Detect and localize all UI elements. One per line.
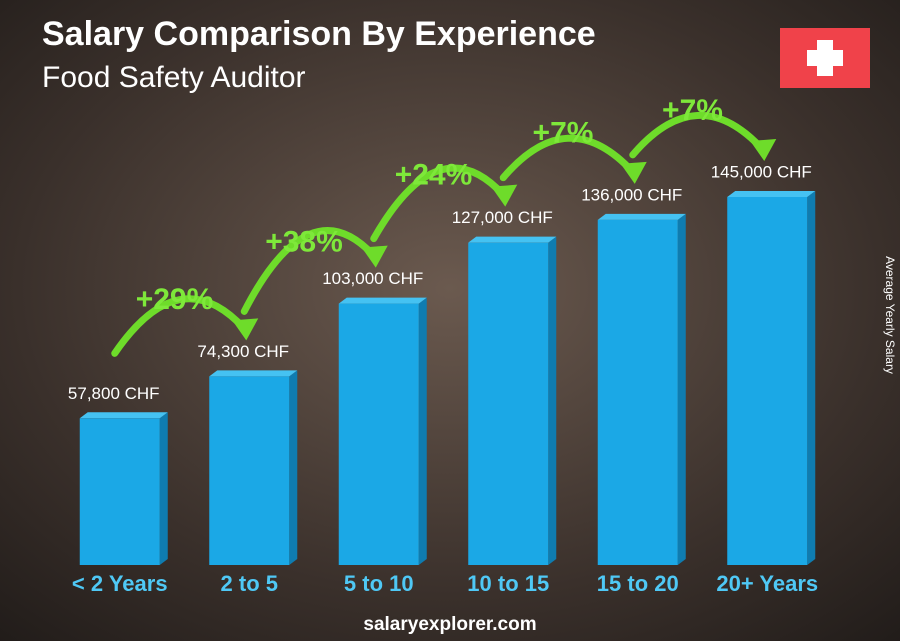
footer: salaryexplorer.com bbox=[363, 614, 536, 635]
bar-side bbox=[548, 236, 557, 566]
growth-arrow-head bbox=[361, 245, 388, 268]
x-tick-label: 2 to 5 bbox=[221, 571, 278, 596]
x-tick-label: 10 to 15 bbox=[467, 571, 549, 596]
bar-top bbox=[727, 191, 816, 197]
bar-side bbox=[289, 370, 298, 565]
value-label: 57,800 CHF bbox=[68, 384, 160, 403]
bar-side bbox=[677, 213, 686, 566]
bar-top bbox=[597, 213, 686, 220]
x-tick-label: < 2 Years bbox=[72, 571, 168, 596]
growth-arrow bbox=[629, 111, 766, 159]
bar bbox=[727, 197, 808, 565]
bar bbox=[79, 418, 160, 565]
growth-arrow-head bbox=[491, 184, 518, 207]
value-label: 136,000 CHF bbox=[581, 185, 682, 204]
value-label: 103,000 CHF bbox=[322, 269, 423, 288]
growth-arrow bbox=[370, 164, 507, 243]
change-label: +38% bbox=[265, 225, 343, 258]
bar-top bbox=[468, 236, 557, 243]
value-label: 127,000 CHF bbox=[452, 208, 553, 227]
x-tick-label: 15 to 20 bbox=[597, 571, 679, 596]
change-label: +24% bbox=[395, 159, 473, 192]
change-label: +29% bbox=[136, 283, 214, 316]
flag-cross bbox=[807, 50, 843, 66]
y-axis-label: Average Yearly Salary bbox=[883, 256, 897, 374]
value-label: 145,000 CHF bbox=[711, 162, 812, 181]
bar bbox=[209, 376, 290, 565]
chart-subtitle: Food Safety Auditor bbox=[42, 61, 306, 94]
bar bbox=[597, 219, 678, 566]
bar-side bbox=[807, 191, 816, 565]
bar-side bbox=[418, 297, 427, 565]
growth-arrow bbox=[499, 134, 637, 182]
bar-top bbox=[209, 370, 298, 377]
x-tick-label: 20+ Years bbox=[716, 571, 818, 596]
change-label: +7% bbox=[662, 94, 723, 127]
bar-top bbox=[79, 412, 168, 419]
change-label: +7% bbox=[533, 117, 594, 150]
bar-side bbox=[159, 412, 168, 565]
growth-arrow bbox=[240, 227, 378, 315]
growth-arrow-head bbox=[232, 318, 259, 341]
growth-arrow-head bbox=[620, 161, 647, 184]
x-tick-label: 5 to 10 bbox=[344, 571, 414, 596]
bar bbox=[338, 303, 419, 565]
bar bbox=[468, 242, 549, 566]
growth-arrow bbox=[111, 295, 248, 357]
growth-arrow-head bbox=[750, 139, 777, 161]
bar-top bbox=[338, 297, 427, 304]
chart-title: Salary Comparison By Experience bbox=[42, 15, 596, 53]
value-label: 74,300 CHF bbox=[197, 342, 289, 361]
